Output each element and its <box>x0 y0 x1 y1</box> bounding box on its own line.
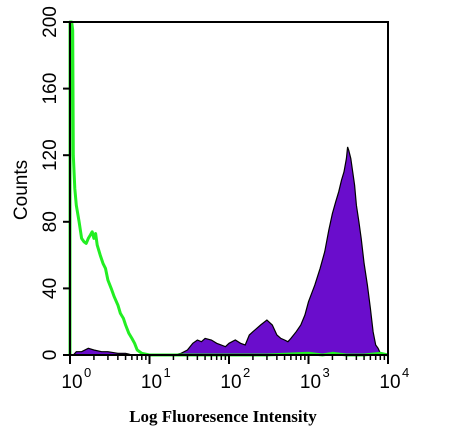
x-tick-exponent-100: 2 <box>243 365 250 380</box>
x-tick-label-10: 10 <box>141 372 162 393</box>
y-tick-label-40: 40 <box>40 278 61 299</box>
y-tick-label-0: 0 <box>40 350 61 361</box>
x-tick-label-1000: 10 <box>300 372 321 393</box>
x-tick-label-10000: 10 <box>379 372 400 393</box>
y-tick-label-200: 200 <box>40 6 61 38</box>
x-tick-exponent-10: 1 <box>164 365 171 380</box>
plot-area <box>68 20 389 357</box>
y-tick-label-160: 160 <box>40 73 61 105</box>
x-tick-label-1: 10 <box>61 372 82 393</box>
y-tick-label-120: 120 <box>40 139 61 171</box>
x-tick-exponent-10000: 4 <box>402 365 409 380</box>
x-axis-label: Log Fluoresence Intensity <box>129 407 317 426</box>
y-tick-label-80: 80 <box>40 211 61 232</box>
y-axis-label: Counts <box>11 160 32 220</box>
x-tick-exponent-1000: 3 <box>323 365 330 380</box>
x-tick-label-100: 10 <box>220 372 241 393</box>
series-0-filled-histogram <box>71 146 385 356</box>
x-tick-exponent-1: 0 <box>84 365 91 380</box>
